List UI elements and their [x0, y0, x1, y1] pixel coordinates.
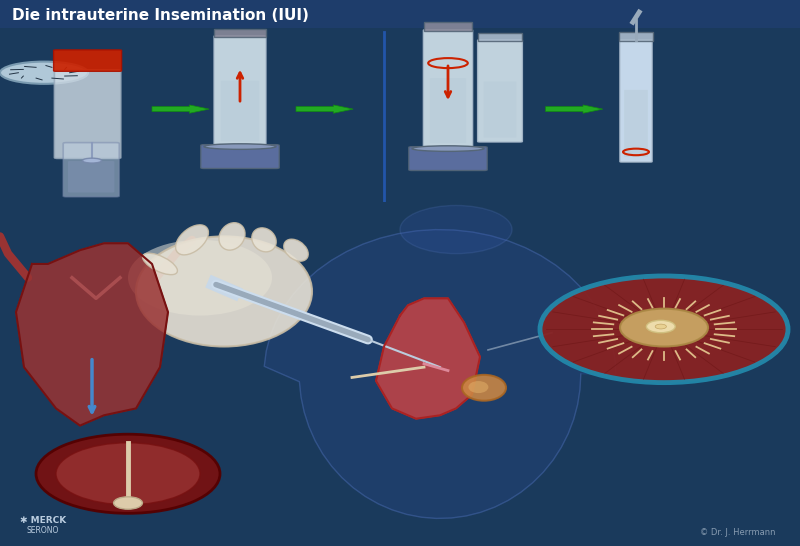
FancyArrow shape — [546, 105, 603, 113]
FancyBboxPatch shape — [619, 32, 653, 40]
Circle shape — [82, 158, 102, 163]
FancyBboxPatch shape — [54, 70, 121, 158]
Ellipse shape — [204, 144, 276, 150]
FancyBboxPatch shape — [201, 145, 279, 169]
Circle shape — [646, 321, 675, 333]
Circle shape — [36, 434, 220, 513]
Text: ✱ MERCK: ✱ MERCK — [20, 516, 66, 525]
FancyArrow shape — [296, 105, 354, 113]
FancyBboxPatch shape — [214, 35, 266, 146]
FancyBboxPatch shape — [424, 22, 472, 31]
Ellipse shape — [284, 239, 308, 261]
Ellipse shape — [412, 146, 484, 151]
Ellipse shape — [462, 375, 506, 401]
FancyBboxPatch shape — [54, 50, 122, 72]
Ellipse shape — [142, 253, 178, 275]
Text: SERONO: SERONO — [26, 526, 58, 535]
Circle shape — [0, 62, 88, 84]
Circle shape — [400, 205, 512, 253]
FancyBboxPatch shape — [63, 143, 119, 197]
FancyBboxPatch shape — [478, 40, 522, 142]
Polygon shape — [264, 229, 616, 519]
Polygon shape — [376, 298, 480, 419]
FancyBboxPatch shape — [478, 33, 522, 40]
Polygon shape — [16, 244, 168, 426]
Ellipse shape — [469, 381, 488, 393]
Ellipse shape — [136, 236, 312, 347]
FancyArrow shape — [152, 105, 210, 113]
FancyBboxPatch shape — [423, 29, 473, 148]
FancyBboxPatch shape — [68, 161, 114, 193]
FancyBboxPatch shape — [409, 147, 487, 170]
Ellipse shape — [128, 240, 272, 316]
FancyBboxPatch shape — [214, 28, 266, 37]
Circle shape — [655, 324, 666, 329]
Circle shape — [56, 443, 200, 505]
FancyBboxPatch shape — [221, 81, 259, 141]
Ellipse shape — [252, 228, 276, 252]
FancyBboxPatch shape — [624, 90, 648, 157]
Ellipse shape — [219, 223, 245, 250]
Text: © Dr. J. Herrmann: © Dr. J. Herrmann — [701, 529, 776, 537]
FancyBboxPatch shape — [430, 78, 466, 143]
Text: Die intrauterine Insemination (IUI): Die intrauterine Insemination (IUI) — [12, 8, 309, 22]
FancyBboxPatch shape — [483, 81, 517, 138]
FancyBboxPatch shape — [0, 0, 800, 28]
Circle shape — [540, 276, 788, 383]
Circle shape — [620, 308, 708, 347]
FancyBboxPatch shape — [620, 40, 652, 162]
Circle shape — [114, 497, 142, 509]
Ellipse shape — [175, 225, 209, 255]
